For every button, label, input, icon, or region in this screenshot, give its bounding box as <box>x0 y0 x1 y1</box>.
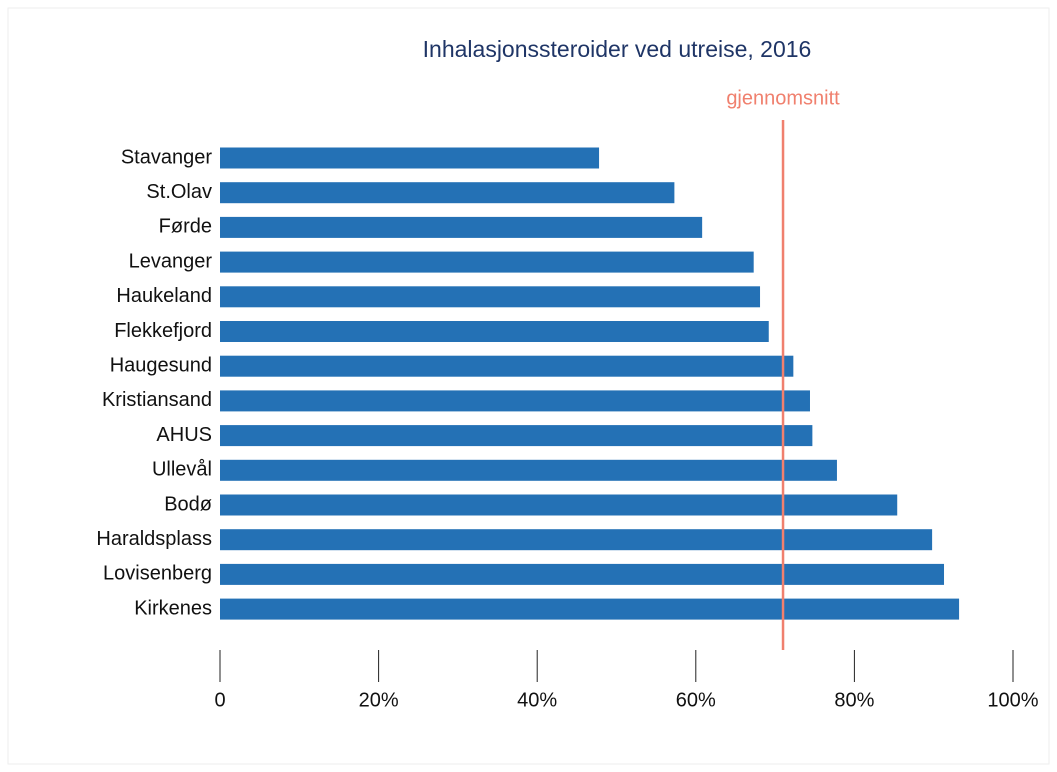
bar <box>220 147 600 169</box>
y-tick-label: Kristiansand <box>102 389 212 411</box>
y-tick-label: AHUS <box>156 424 212 446</box>
bar <box>220 494 898 516</box>
bar <box>220 321 769 342</box>
chart-frame <box>7 7 1050 765</box>
bar <box>220 390 810 412</box>
bar <box>220 598 960 620</box>
y-tick-label: Kirkenes <box>134 597 212 619</box>
bar <box>220 529 933 551</box>
x-tick-label: 100% <box>987 689 1038 711</box>
bar <box>220 425 813 447</box>
y-tick-label: Stavanger <box>121 146 213 168</box>
bar <box>220 216 703 238</box>
y-tick-label: Lovisenberg <box>103 563 212 585</box>
x-tick-label: 80% <box>834 689 874 711</box>
x-tick-label: 60% <box>676 689 716 711</box>
y-tick-label: St.Olav <box>146 181 212 203</box>
chart-title: Inhalasjonssteroider ved utreise, 2016 <box>423 36 812 62</box>
bar <box>220 459 837 481</box>
y-tick-label: Levanger <box>129 250 213 272</box>
bar <box>220 355 794 377</box>
y-tick-label: Flekkefjord <box>114 320 212 342</box>
y-tick-label: Haukeland <box>116 285 212 307</box>
x-tick-label: 20% <box>359 689 399 711</box>
y-tick-label: Førde <box>159 216 212 238</box>
bar <box>220 286 761 308</box>
bar <box>220 251 754 273</box>
bar <box>220 563 945 585</box>
x-tick-label: 0 <box>214 689 225 711</box>
y-tick-label: Haugesund <box>110 354 212 376</box>
reference-label: gjennomsnitt <box>726 87 840 109</box>
y-tick-label: Bodø <box>164 493 212 515</box>
x-tick-label: 40% <box>517 689 557 711</box>
y-tick-label: Ullevål <box>152 459 212 481</box>
y-tick-label: Haraldsplass <box>96 528 212 550</box>
bar <box>220 182 675 204</box>
